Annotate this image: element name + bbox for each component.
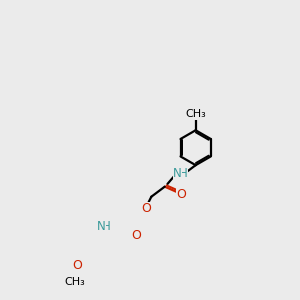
Text: H: H xyxy=(102,220,111,233)
Text: CH₃: CH₃ xyxy=(64,277,85,287)
Text: H: H xyxy=(178,167,187,180)
Text: N: N xyxy=(97,220,105,233)
Text: O: O xyxy=(177,188,187,200)
Text: O: O xyxy=(73,259,82,272)
Text: O: O xyxy=(141,202,151,215)
Text: N: N xyxy=(173,167,182,180)
Text: O: O xyxy=(131,229,141,242)
Text: CH₃: CH₃ xyxy=(185,109,206,119)
